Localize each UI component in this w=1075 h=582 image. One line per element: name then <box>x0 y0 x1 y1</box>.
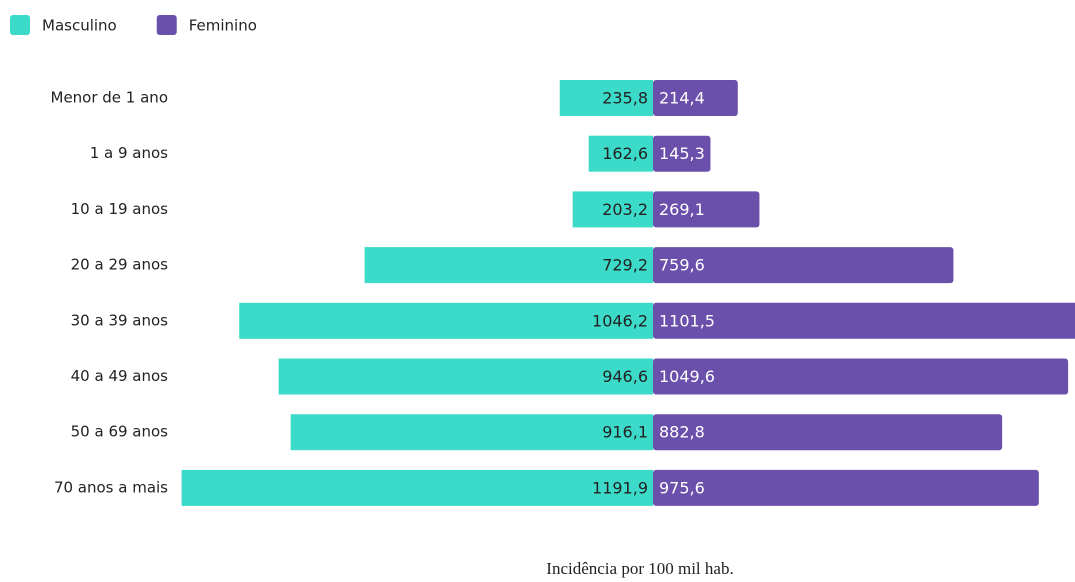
bar <box>290 414 653 451</box>
value-label: 162,6 <box>602 144 648 163</box>
bar <box>559 80 653 116</box>
y-tick-label: 50 a 69 anos <box>71 423 169 441</box>
y-tick-label: 30 a 39 anos <box>71 311 169 329</box>
bar <box>278 358 653 395</box>
value-label: 269,1 <box>659 200 705 219</box>
value-label: 235,8 <box>602 89 648 108</box>
bar <box>572 191 653 228</box>
y-tick-label: Menor de 1 ano <box>51 89 169 107</box>
bar <box>653 358 1069 395</box>
legend-label: Feminino <box>189 17 257 35</box>
value-label: 1191,9 <box>592 478 648 497</box>
bar <box>364 247 653 284</box>
value-label: 203,2 <box>602 200 648 219</box>
bar <box>653 191 760 228</box>
y-tick-label: 10 a 19 anos <box>71 200 169 218</box>
value-label: 145,3 <box>659 144 705 163</box>
bar <box>588 135 653 172</box>
legend-swatch <box>10 15 30 35</box>
value-label: 214,4 <box>659 89 705 108</box>
bar <box>653 414 1003 451</box>
bar <box>181 469 653 506</box>
bar <box>653 469 1039 506</box>
bar <box>653 247 954 284</box>
value-label: 1046,2 <box>592 311 648 330</box>
bar <box>653 302 1075 339</box>
y-tick-label: 1 a 9 anos <box>90 144 168 162</box>
bar <box>653 135 711 172</box>
y-tick-label: 20 a 29 anos <box>71 256 169 274</box>
legend-swatch <box>156 15 177 35</box>
x-axis-title: Incidência por 100 mil hab. <box>546 559 733 578</box>
value-label: 1101,5 <box>659 311 715 330</box>
value-label: 729,2 <box>602 256 648 275</box>
value-label: 759,6 <box>659 256 705 275</box>
y-tick-label: 40 a 49 anos <box>71 367 169 385</box>
value-label: 975,6 <box>659 478 705 497</box>
value-label: 916,1 <box>602 423 648 442</box>
bar <box>239 302 653 339</box>
value-label: 946,6 <box>602 367 648 386</box>
bar <box>653 80 738 116</box>
value-label: 1049,6 <box>659 367 715 386</box>
legend-label: Masculino <box>42 17 117 35</box>
value-label: 882,8 <box>659 423 705 442</box>
y-tick-label: 70 anos a mais <box>54 478 168 496</box>
